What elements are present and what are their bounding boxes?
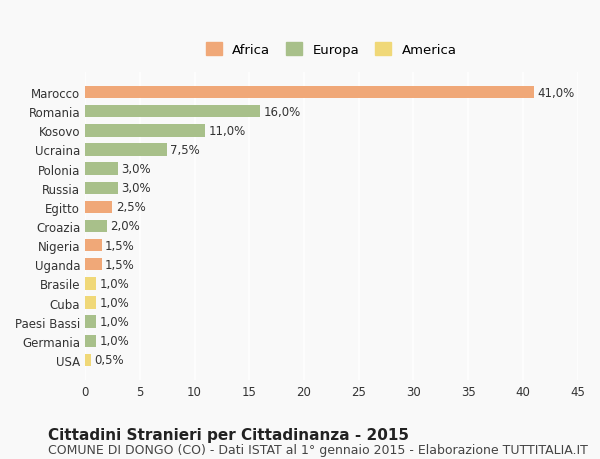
Text: 1,0%: 1,0% xyxy=(100,277,129,290)
Text: 1,0%: 1,0% xyxy=(100,335,129,347)
Bar xyxy=(85,278,96,290)
Text: 1,0%: 1,0% xyxy=(100,297,129,309)
Bar xyxy=(85,316,96,328)
Text: 1,5%: 1,5% xyxy=(105,258,134,271)
Text: 11,0%: 11,0% xyxy=(209,124,246,138)
Text: COMUNE DI DONGO (CO) - Dati ISTAT al 1° gennaio 2015 - Elaborazione TUTTITALIA.I: COMUNE DI DONGO (CO) - Dati ISTAT al 1° … xyxy=(48,443,588,456)
Bar xyxy=(85,125,205,137)
Bar xyxy=(85,258,101,271)
Bar xyxy=(85,106,260,118)
Bar xyxy=(85,354,91,366)
Text: 3,0%: 3,0% xyxy=(121,182,151,195)
Bar xyxy=(85,335,96,347)
Bar xyxy=(85,240,101,252)
Text: Cittadini Stranieri per Cittadinanza - 2015: Cittadini Stranieri per Cittadinanza - 2… xyxy=(48,427,409,442)
Bar xyxy=(85,144,167,157)
Legend: Africa, Europa, America: Africa, Europa, America xyxy=(202,39,461,61)
Text: 3,0%: 3,0% xyxy=(121,163,151,176)
Bar xyxy=(85,182,118,195)
Text: 1,0%: 1,0% xyxy=(100,315,129,329)
Text: 0,5%: 0,5% xyxy=(94,353,124,367)
Text: 16,0%: 16,0% xyxy=(263,106,301,118)
Bar xyxy=(85,297,96,309)
Text: 2,0%: 2,0% xyxy=(110,220,140,233)
Bar xyxy=(85,201,112,213)
Text: 41,0%: 41,0% xyxy=(537,86,574,99)
Bar xyxy=(85,220,107,233)
Text: 7,5%: 7,5% xyxy=(170,144,200,157)
Bar xyxy=(85,87,534,99)
Bar xyxy=(85,163,118,175)
Text: 2,5%: 2,5% xyxy=(116,201,146,214)
Text: 1,5%: 1,5% xyxy=(105,239,134,252)
